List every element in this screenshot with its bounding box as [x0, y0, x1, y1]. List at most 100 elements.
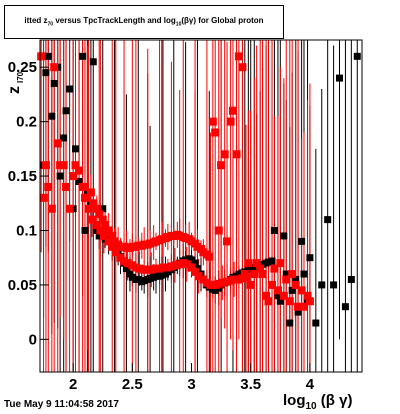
- y-tick-label: 0: [29, 331, 37, 348]
- data-point: [214, 226, 223, 235]
- data-point: [42, 69, 50, 77]
- data-point: [80, 193, 89, 202]
- data-point: [69, 172, 78, 181]
- y-axis-label-main: z: [6, 86, 23, 94]
- data-point: [62, 107, 70, 115]
- data-point: [274, 292, 282, 300]
- data-point: [235, 270, 243, 278]
- data-point: [84, 204, 93, 213]
- y-tick-label: 0.05: [8, 277, 37, 294]
- data-point: [211, 128, 220, 137]
- data-point: [56, 172, 64, 180]
- plot-frame: [39, 39, 363, 373]
- data-point: [298, 237, 306, 245]
- data-point: [111, 248, 120, 257]
- data-point: [182, 260, 191, 269]
- data-point: [299, 302, 308, 311]
- data-point: [336, 74, 344, 82]
- data-point: [294, 308, 302, 316]
- data-point: [270, 226, 278, 234]
- data-point: [353, 52, 361, 60]
- data-point: [92, 204, 101, 213]
- data-point: [191, 267, 200, 276]
- data-point: [37, 52, 46, 61]
- data-point: [39, 193, 48, 202]
- data-point: [250, 270, 259, 279]
- x-tick-label: 2.5: [122, 376, 143, 393]
- data-point: [191, 259, 199, 267]
- timestamp: Tue May 9 11:04:58 2017: [4, 399, 119, 410]
- data-point: [264, 297, 273, 306]
- data-point: [123, 259, 132, 268]
- data-point: [268, 257, 276, 265]
- chart-title-box: itted z70 versus TpcTrackLength and log1…: [4, 5, 284, 39]
- data-point: [86, 188, 95, 197]
- data-point: [241, 273, 250, 282]
- data-point: [234, 52, 243, 61]
- data-point: [60, 134, 68, 142]
- data-point: [81, 226, 89, 234]
- x-tick-label: 3.5: [240, 376, 261, 393]
- data-point: [264, 258, 272, 266]
- data-point: [288, 270, 297, 279]
- data-point: [232, 150, 241, 159]
- data-point: [288, 286, 296, 294]
- x-tick-label: 4: [306, 376, 315, 393]
- data-point: [228, 106, 237, 115]
- data-point: [282, 275, 291, 284]
- data-point: [273, 286, 282, 295]
- data-point: [66, 85, 74, 93]
- data-point: [50, 80, 58, 88]
- data-point: [44, 182, 53, 191]
- data-point: [89, 199, 98, 208]
- data-point: [312, 319, 320, 327]
- data-point: [292, 275, 300, 283]
- data-point: [259, 260, 267, 268]
- data-point: [101, 221, 110, 230]
- x-axis-label: log10 (β γ): [283, 392, 353, 412]
- data-point: [98, 215, 107, 224]
- data-point: [104, 226, 113, 235]
- data-point: [194, 272, 203, 281]
- data-point: [206, 280, 215, 289]
- data-point: [41, 161, 50, 170]
- data-point: [158, 271, 166, 279]
- data-point: [104, 237, 113, 246]
- x-axis-ticks: 2 2.5 3 3.5 4: [69, 363, 315, 393]
- data-point: [306, 254, 314, 262]
- data-point: [270, 264, 279, 273]
- x-tick-label: 3: [187, 376, 195, 393]
- y-axis-label-sub: I70: [16, 71, 25, 83]
- data-point: [247, 265, 255, 273]
- data-point: [211, 286, 219, 294]
- data-point: [187, 263, 196, 272]
- data-point: [47, 204, 56, 213]
- y-tick-label: 0.2: [16, 114, 37, 131]
- data-point: [71, 161, 80, 170]
- data-point: [208, 117, 217, 126]
- data-point: [318, 281, 326, 289]
- data-point: [300, 270, 308, 278]
- data-point: [62, 182, 71, 191]
- data-point: [95, 210, 104, 219]
- data-point: [294, 302, 303, 311]
- data-point: [246, 280, 255, 289]
- data-point: [59, 161, 68, 170]
- data-point: [303, 291, 312, 300]
- data-point: [65, 204, 74, 213]
- data-point: [280, 232, 288, 240]
- y-axis-ticks: 0 0.05 0.1 0.15 0.2 0.25: [8, 59, 49, 348]
- data-point: [226, 117, 235, 126]
- y-axis-label: z I70: [6, 71, 25, 94]
- data-point: [286, 319, 294, 327]
- y-tick-label: 0.1: [16, 222, 37, 239]
- data-point: [223, 237, 232, 246]
- data-point: [75, 178, 83, 186]
- data-point: [252, 259, 261, 268]
- data-point: [89, 58, 97, 66]
- data-point: [44, 52, 52, 60]
- data-point: [92, 221, 101, 230]
- data-point: [188, 256, 196, 264]
- data-point: [244, 259, 253, 268]
